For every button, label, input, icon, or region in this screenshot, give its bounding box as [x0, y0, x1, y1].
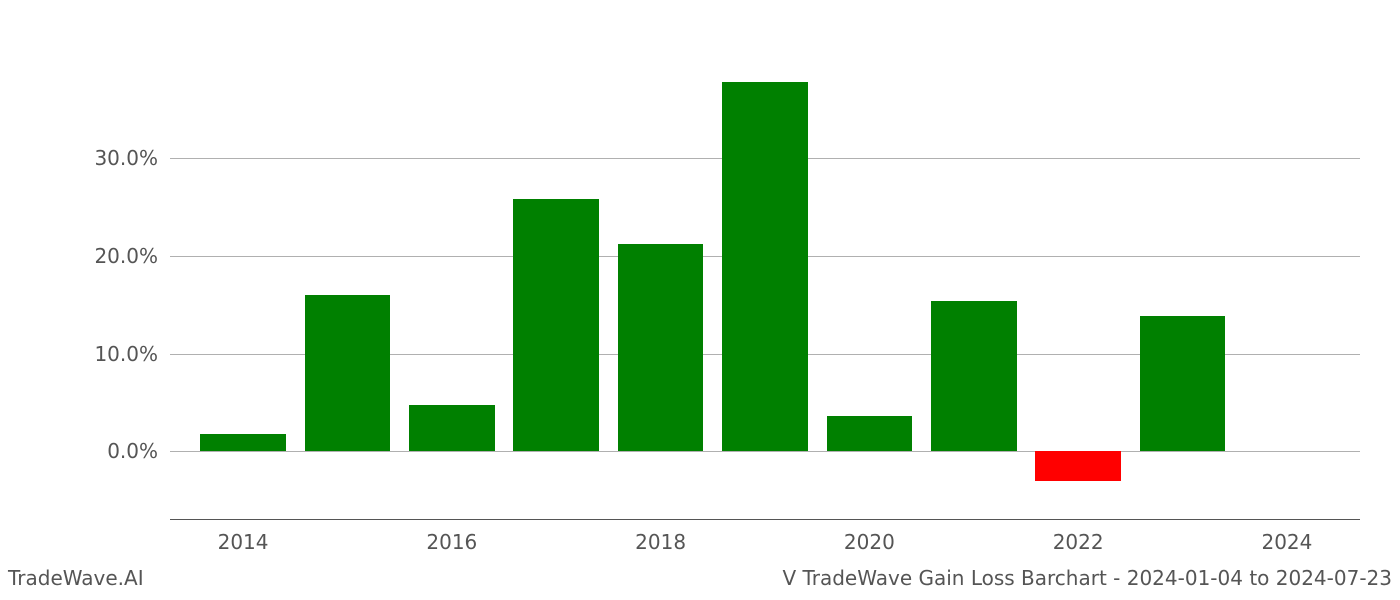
bar-2023 — [1140, 316, 1226, 451]
xtick-label: 2020 — [844, 530, 895, 554]
ytick-label: 20.0% — [94, 244, 158, 268]
bar-2017 — [513, 199, 599, 452]
bar-2021 — [931, 301, 1017, 452]
chart-container: TradeWave.AI V TradeWave Gain Loss Barch… — [0, 0, 1400, 600]
footer-left-label: TradeWave.AI — [8, 566, 144, 590]
bar-2016 — [409, 405, 495, 451]
bar-2019 — [722, 82, 808, 452]
bar-2018 — [618, 244, 704, 451]
ytick-label: 30.0% — [94, 146, 158, 170]
plot-area — [170, 60, 1360, 520]
ytick-label: 10.0% — [94, 342, 158, 366]
bar-2014 — [200, 434, 286, 452]
xtick-label: 2022 — [1053, 530, 1104, 554]
ytick-label: 0.0% — [107, 439, 158, 463]
xtick-label: 2024 — [1261, 530, 1312, 554]
xtick-label: 2018 — [635, 530, 686, 554]
footer-right-label: V TradeWave Gain Loss Barchart - 2024-01… — [782, 566, 1392, 590]
gridline — [170, 451, 1360, 452]
bar-2015 — [305, 295, 391, 452]
bar-2020 — [827, 416, 913, 451]
xtick-label: 2014 — [218, 530, 269, 554]
bar-2022 — [1035, 451, 1121, 480]
x-axis-spine — [170, 519, 1360, 520]
xtick-label: 2016 — [426, 530, 477, 554]
